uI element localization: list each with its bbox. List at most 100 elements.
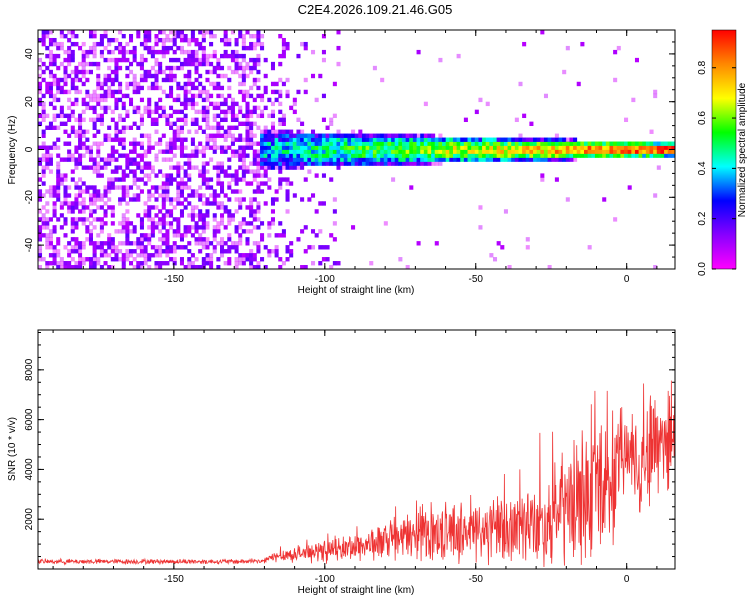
heatmap-cell	[107, 77, 112, 83]
heatmap-cell	[351, 133, 356, 138]
heatmap-cell	[234, 189, 239, 194]
heatmap-cell	[41, 145, 46, 150]
heatmap-cell	[478, 205, 483, 210]
heatmap-cell	[565, 157, 570, 162]
heatmap-cell	[325, 161, 330, 166]
heatmap-cell	[201, 217, 206, 222]
heatmap-cell	[474, 137, 479, 142]
heatmap-cell	[278, 265, 283, 269]
heatmap-cell	[129, 229, 134, 234]
heatmap-cell	[238, 237, 243, 242]
heatmap-cell	[63, 233, 68, 238]
heatmap-cell	[88, 229, 93, 234]
heatmap-cell	[169, 181, 174, 186]
heatmap-cell	[256, 41, 261, 47]
heatmap-cell	[38, 57, 43, 63]
heatmap-cell	[158, 265, 163, 269]
heatmap-cell	[336, 30, 341, 35]
heatmap-cell	[147, 45, 152, 51]
heatmap-cell	[118, 201, 123, 206]
colorbar-tick-label: 0.4	[697, 161, 708, 175]
heatmap-cell	[267, 221, 272, 226]
heatmap-cell	[52, 93, 57, 99]
heatmap-cell	[230, 245, 235, 250]
heatmap-cell	[190, 165, 195, 170]
heatmap-cell	[121, 265, 126, 269]
heatmap-cell	[256, 69, 261, 75]
heatmap-cell	[416, 149, 421, 154]
heatmap-cell	[99, 217, 104, 222]
heatmap-cell	[303, 249, 308, 254]
heatmap-cell	[194, 213, 199, 218]
heatmap-cell	[110, 37, 115, 43]
heatmap-cell	[260, 93, 265, 99]
heatmap-cell	[198, 225, 203, 230]
heatmap-cell	[52, 97, 57, 103]
heatmap-cell	[136, 177, 141, 182]
heatmap-cell	[234, 245, 239, 250]
heatmap-cell	[205, 133, 210, 138]
heatmap-cell	[602, 141, 607, 146]
heatmap-cell	[187, 77, 192, 83]
heatmap-cell	[179, 125, 184, 130]
heatmap-cell	[307, 169, 312, 174]
heatmap-cell	[234, 177, 239, 182]
heatmap-cell	[187, 161, 192, 166]
heatmap-cell	[99, 97, 104, 103]
heatmap-cell	[78, 189, 83, 194]
heatmap-cell	[194, 109, 199, 115]
heatmap-cell	[179, 37, 184, 43]
heatmap-cell	[132, 149, 137, 154]
heatmap-cell	[216, 73, 221, 79]
heatmap-cell	[249, 65, 254, 71]
heatmap-cell	[278, 141, 283, 146]
heatmap-cell	[361, 157, 366, 162]
heatmap-cell	[278, 185, 283, 190]
heatmap-cell	[143, 77, 148, 83]
heatmap-cell	[118, 41, 123, 47]
heatmap-cell	[85, 189, 90, 194]
heatmap-cell	[245, 101, 250, 107]
heatmap-cell	[129, 37, 134, 43]
heatmap-cell	[96, 153, 101, 158]
heatmap-cell	[300, 41, 305, 47]
heatmap-cell	[85, 105, 90, 111]
heatmap-cell	[412, 145, 417, 150]
heatmap-cell	[132, 145, 137, 150]
heatmap-cell	[161, 157, 166, 162]
heatmap-cell	[380, 161, 385, 166]
heatmap-cell	[223, 33, 228, 39]
heatmap-cell	[132, 181, 137, 186]
heatmap-cell	[500, 153, 505, 158]
heatmap-cell	[529, 121, 534, 126]
heatmap-cell	[205, 145, 210, 150]
heatmap-cell	[176, 201, 181, 206]
heatmap-cell	[260, 145, 265, 150]
heatmap-cell	[74, 201, 79, 206]
heatmap-cell	[267, 137, 272, 142]
heatmap-cell	[88, 153, 93, 158]
heatmap-cell	[143, 153, 148, 158]
heatmap-cell	[212, 229, 217, 234]
heatmap-cell	[136, 125, 141, 130]
heatmap-cell	[522, 113, 527, 119]
snr-ylabel: SNR (10 * v/v)	[7, 417, 18, 481]
heatmap-cell	[285, 209, 290, 214]
heatmap-cell	[45, 209, 50, 214]
heatmap-cell	[525, 245, 530, 250]
heatmap-cell	[48, 161, 53, 166]
heatmap-cell	[238, 241, 243, 246]
heatmap-cell	[285, 89, 290, 95]
heatmap-cell	[136, 193, 141, 198]
heatmap-cell	[132, 77, 137, 83]
heatmap-cell	[187, 241, 192, 246]
heatmap-cell	[38, 217, 43, 222]
heatmap-cell	[176, 65, 181, 71]
heatmap-cell	[485, 141, 490, 146]
heatmap-cell	[132, 197, 137, 202]
heatmap-cell	[107, 37, 112, 43]
heatmap-cell	[514, 153, 519, 158]
x-tick-label: 0	[624, 274, 630, 285]
heatmap-cell	[325, 133, 330, 138]
